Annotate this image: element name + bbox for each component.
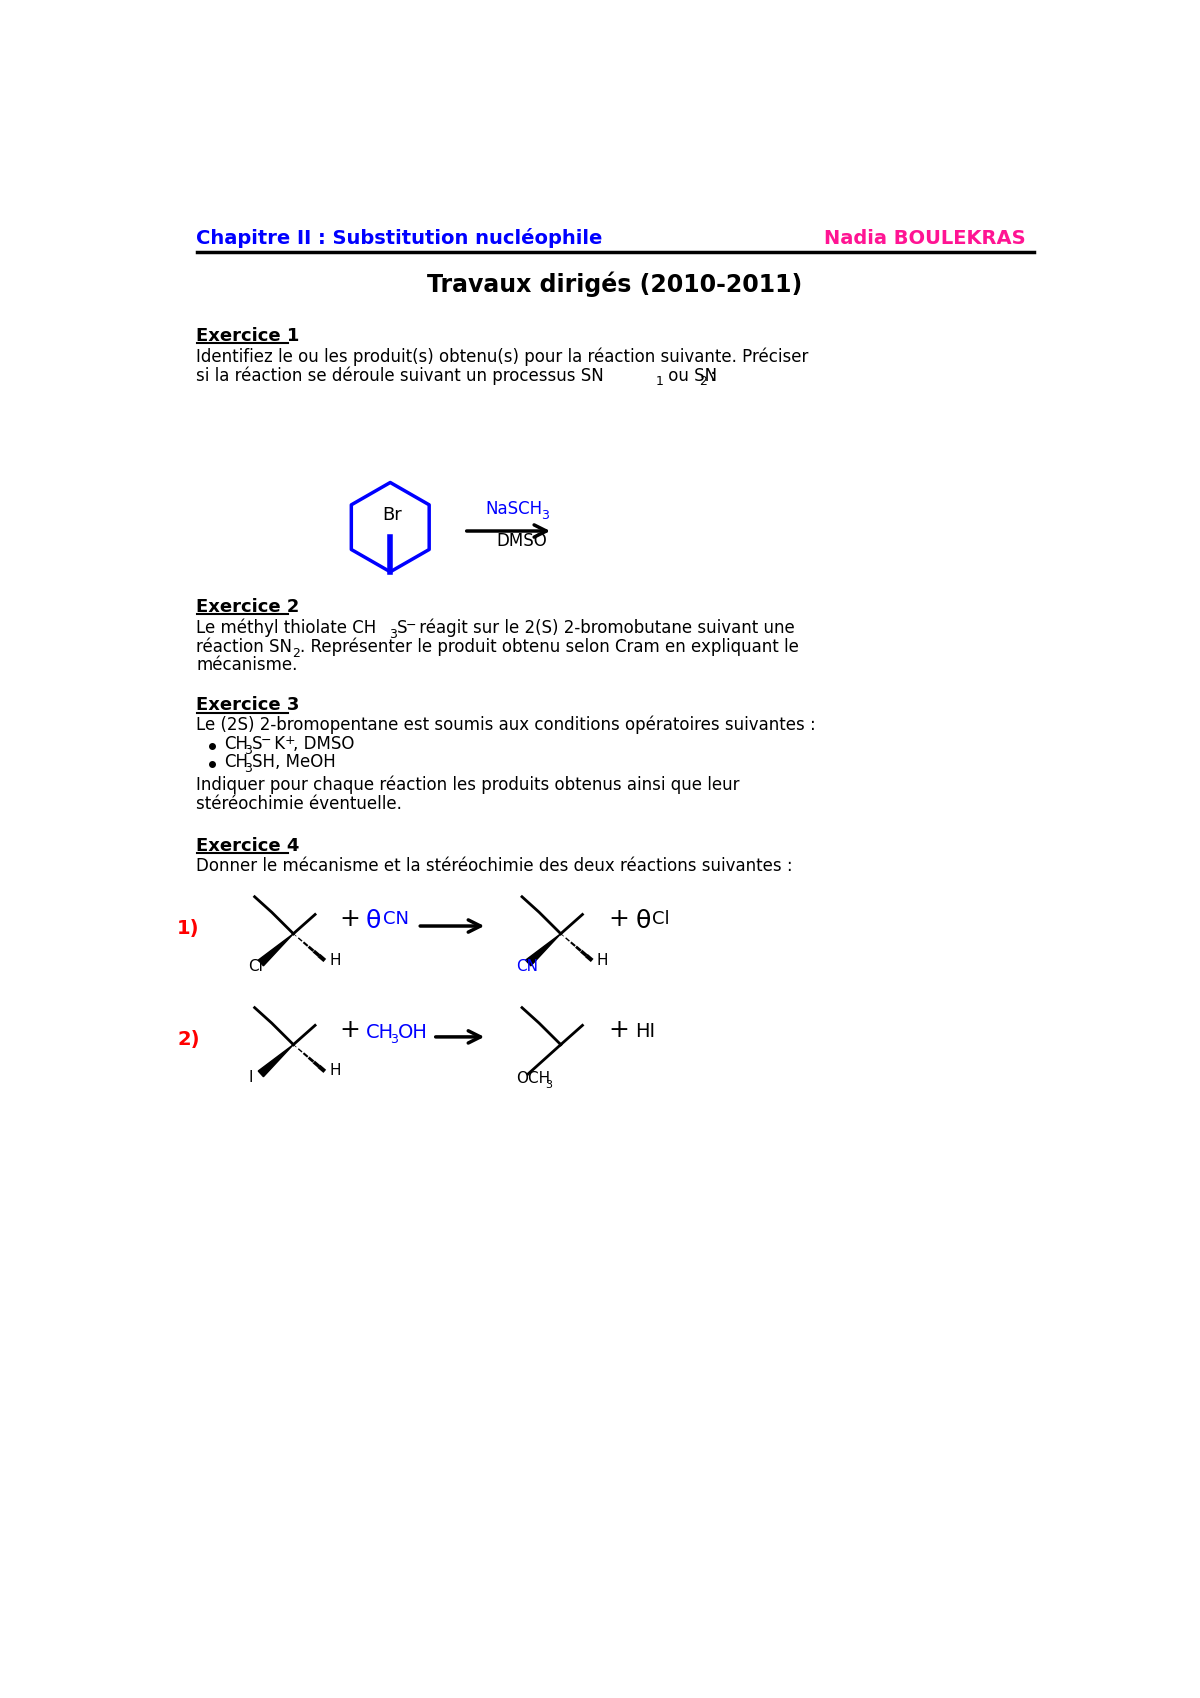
Text: Cl: Cl — [653, 910, 670, 927]
Text: 3: 3 — [244, 762, 252, 774]
Text: θ: θ — [635, 908, 650, 932]
Text: K: K — [269, 735, 284, 752]
Text: Br: Br — [383, 506, 402, 525]
Text: stéréochimie éventuelle.: stéréochimie éventuelle. — [197, 795, 402, 813]
Text: I: I — [248, 1070, 253, 1085]
Text: HI: HI — [635, 1022, 655, 1041]
Text: Donner le mécanisme et la stéréochimie des deux réactions suivantes :: Donner le mécanisme et la stéréochimie d… — [197, 856, 793, 874]
Text: CN: CN — [516, 959, 538, 973]
Text: 3: 3 — [244, 744, 252, 757]
Text: ou SN: ou SN — [664, 367, 718, 385]
Text: −: − — [260, 734, 271, 747]
Text: , DMSO: , DMSO — [293, 735, 354, 752]
Text: S: S — [252, 735, 262, 752]
Text: H: H — [329, 953, 341, 968]
Polygon shape — [258, 934, 293, 966]
Text: Exercice 3: Exercice 3 — [197, 696, 300, 715]
Text: 3: 3 — [390, 1032, 398, 1046]
Text: H: H — [329, 1063, 341, 1078]
Text: OH: OH — [398, 1024, 428, 1043]
Text: +: + — [284, 734, 295, 747]
Text: θ: θ — [366, 908, 380, 932]
Text: NaSCH: NaSCH — [485, 501, 542, 518]
Text: Exercice 1: Exercice 1 — [197, 326, 300, 345]
Text: CN: CN — [383, 910, 408, 927]
Text: Exercice 4: Exercice 4 — [197, 837, 300, 854]
Text: :: : — [704, 367, 716, 385]
Text: réagit sur le 2(S) 2-bromobutane suivant une: réagit sur le 2(S) 2-bromobutane suivant… — [414, 618, 794, 637]
Text: 3: 3 — [545, 1080, 552, 1090]
Text: DMSO: DMSO — [497, 533, 547, 550]
Polygon shape — [526, 934, 560, 966]
Text: . Représenter le produit obtenu selon Cram en expliquant le: . Représenter le produit obtenu selon Cr… — [300, 637, 798, 655]
Text: 3: 3 — [541, 509, 548, 521]
Text: 2: 2 — [292, 647, 300, 659]
Text: Identifiez le ou les produit(s) obtenu(s) pour la réaction suivante. Préciser: Identifiez le ou les produit(s) obtenu(s… — [197, 348, 809, 367]
Text: +: + — [608, 1017, 630, 1043]
Text: 1: 1 — [655, 375, 664, 389]
Text: +: + — [340, 1017, 361, 1043]
Text: Travaux dirigés (2010-2011): Travaux dirigés (2010-2011) — [427, 272, 803, 297]
Text: Chapitre II : Substitution nucléophile: Chapitre II : Substitution nucléophile — [197, 228, 602, 248]
Text: 3: 3 — [389, 628, 396, 642]
Text: +: + — [340, 907, 361, 931]
Text: +: + — [608, 907, 630, 931]
Text: 1): 1) — [178, 919, 199, 937]
Text: Cl: Cl — [248, 959, 263, 973]
Text: mécanisme.: mécanisme. — [197, 657, 298, 674]
Text: S: S — [396, 620, 407, 637]
Text: 2): 2) — [178, 1029, 199, 1049]
Text: Le (2S) 2-bromopentane est soumis aux conditions opératoires suivantes :: Le (2S) 2-bromopentane est soumis aux co… — [197, 717, 816, 735]
Text: Indiquer pour chaque réaction les produits obtenus ainsi que leur: Indiquer pour chaque réaction les produi… — [197, 776, 740, 795]
Text: Le méthyl thiolate CH: Le méthyl thiolate CH — [197, 618, 377, 637]
Text: Nadia BOULEKRAS: Nadia BOULEKRAS — [824, 229, 1026, 248]
Polygon shape — [258, 1044, 293, 1077]
Text: 2: 2 — [698, 375, 707, 389]
Text: CH: CH — [224, 735, 248, 752]
Text: Exercice 2: Exercice 2 — [197, 598, 300, 616]
Text: H: H — [596, 953, 608, 968]
Text: OCH: OCH — [516, 1071, 550, 1087]
Text: SH, MeOH: SH, MeOH — [252, 754, 335, 771]
Text: si la réaction se déroule suivant un processus SN: si la réaction se déroule suivant un pro… — [197, 367, 605, 385]
Text: CH: CH — [224, 754, 248, 771]
Text: réaction SN: réaction SN — [197, 638, 293, 655]
Text: CH: CH — [366, 1024, 394, 1043]
Text: −: − — [406, 618, 416, 632]
